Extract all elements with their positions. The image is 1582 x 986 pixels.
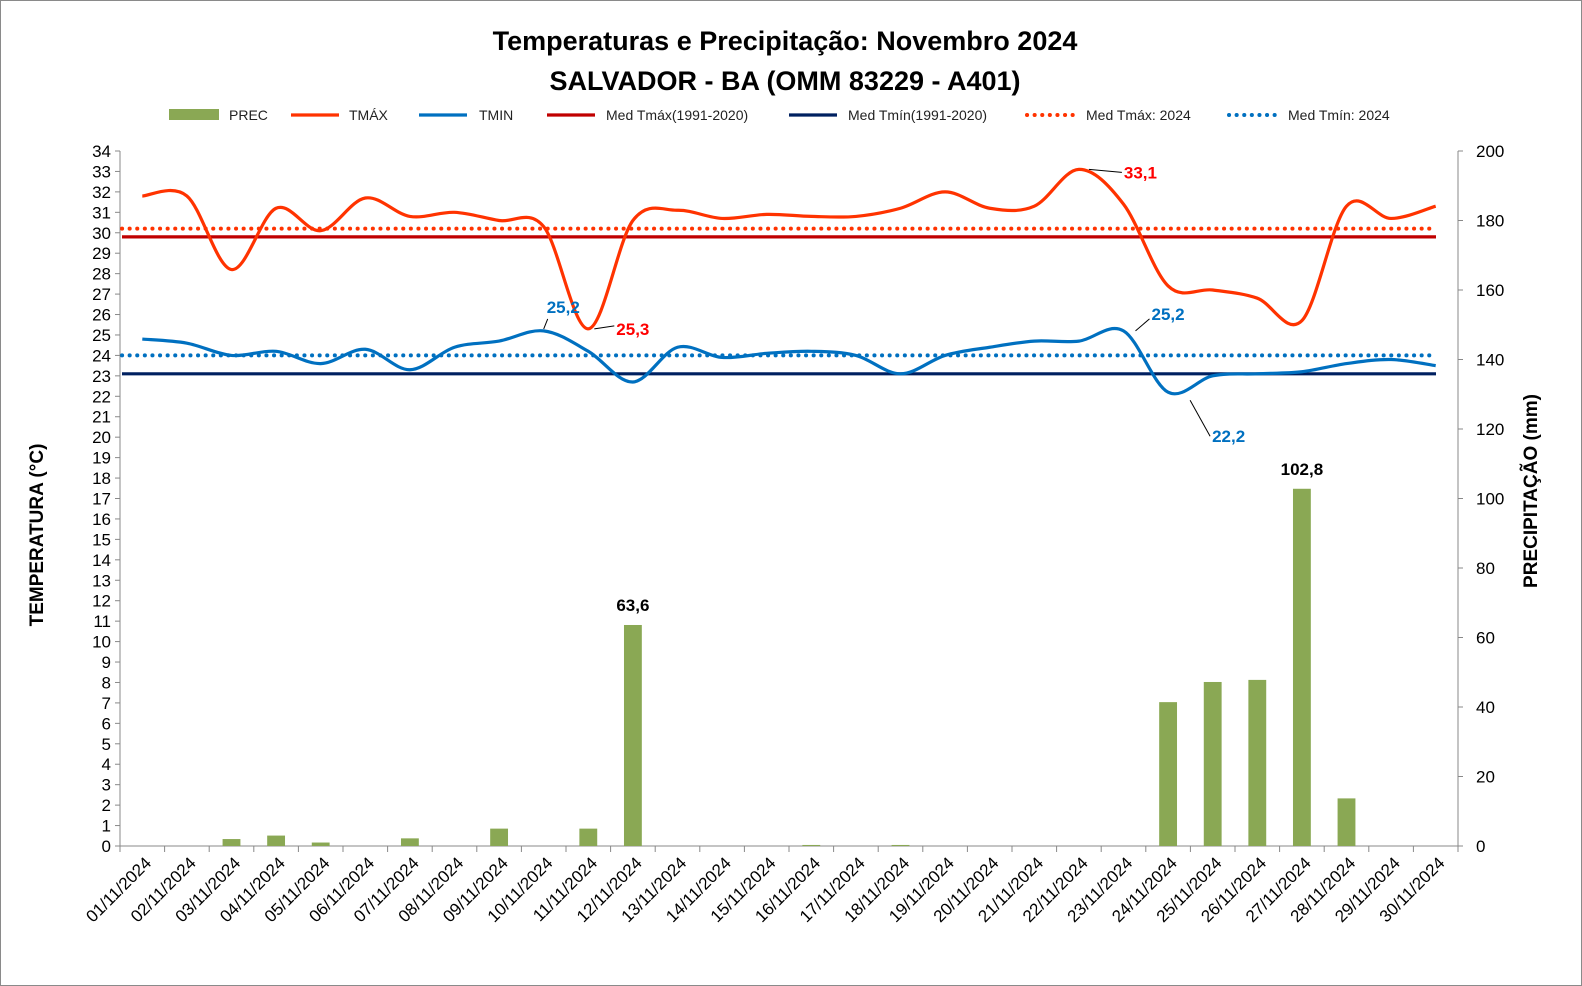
y-left-tick-label: 34 [92,142,111,161]
y-left-tick-label: 19 [92,449,111,468]
y-left-tick-label: 18 [92,469,111,488]
legend-label: Med Tmín: 2024 [1288,107,1390,123]
precip-bar [1337,798,1356,846]
data-label-leader [1189,399,1211,437]
y-left-tick-label: 25 [92,326,111,345]
y-right-tick-label: 140 [1476,351,1504,370]
precip-bar [1159,702,1178,846]
tmax-line [142,167,1437,331]
y-right-tick-label: 180 [1476,212,1504,231]
precip-bar [1203,681,1222,846]
y-left-tick-label: 32 [92,183,111,202]
y-left-tick-label: 28 [92,265,111,284]
precip-bar [1248,679,1267,846]
y-left-tick-label: 16 [92,510,111,529]
precip-bar [623,624,642,846]
y-left-tick-label: 13 [92,571,111,590]
precip-bar [400,838,419,846]
y-right-tick-label: 0 [1476,837,1485,856]
y-left-tick-label: 27 [92,285,111,304]
y-left-tick-label: 3 [102,776,111,795]
y-right-tick-label: 60 [1476,629,1495,648]
precip-bar [1292,488,1311,846]
y-left-tick-label: 21 [92,408,111,427]
legend-label: TMIN [479,107,513,123]
line-data-label: 25,3 [616,320,649,339]
y-left-tick-label: 17 [92,490,111,509]
tmin-line [142,327,1436,396]
precip-bar [267,835,286,846]
y-right-tick-label: 100 [1476,490,1504,509]
y-left-tick-label: 1 [102,817,111,836]
y-right-tick-label: 200 [1476,142,1504,161]
y-right-tick-label: 20 [1476,768,1495,787]
y-left-tick-label: 22 [92,387,111,406]
data-label-leader [594,325,615,330]
precip-bar [490,828,509,846]
y-left-tick-label: 4 [102,755,111,774]
y-right-tick-label: 80 [1476,559,1495,578]
y-left-tick-label: 11 [93,612,111,631]
legend-label: Med Tmáx(1991-2020) [606,107,748,123]
line-data-label: 33,1 [1124,163,1157,182]
line-data-label: 25,2 [547,298,580,317]
data-label-leader [543,318,549,330]
legend-label: PREC [229,107,268,123]
chart-subtitle: SALVADOR - BA (OMM 83229 - A401) [549,66,1020,96]
legend: PREC TMÁX TMIN Med Tmáx(1991-2020) Med Tmín(… [169,107,1390,123]
y-left-tick-label: 29 [92,244,111,263]
y-left-tick-label: 26 [92,306,111,325]
precip-bars [222,488,1356,846]
precip-bar [311,842,330,846]
precip-bar [802,844,821,846]
y-left-tick-label: 9 [102,653,111,672]
y-right-tick-label: 120 [1476,420,1504,439]
y-left-tick-label: 33 [92,162,111,181]
line-data-label: 25,2 [1152,305,1185,324]
y-right-tick-label: 160 [1476,281,1504,300]
y-left-tick-label: 5 [102,735,111,754]
y-left-tick-label: 14 [92,551,111,570]
y-left-tick-label: 2 [102,796,111,815]
y-left-tick-label: 23 [92,367,111,386]
chart-title: Temperaturas e Precipitação: Novembro 20… [493,26,1078,56]
legend-swatch-bar [169,109,219,120]
legend-label: Med Tmáx: 2024 [1086,107,1191,123]
bar-data-label: 102,8 [1281,460,1324,479]
y-left-tick-label: 8 [102,673,111,692]
y-axis-left-title: TEMPERATURA (°C) [27,444,48,627]
legend-label: Med Tmín(1991-2020) [848,107,987,123]
y-left-tick-label: 0 [102,837,111,856]
y-left-tick-label: 6 [102,714,111,733]
data-label-leader [1135,318,1150,332]
data-labels: 63,6 102,8 25,2 25,3 33,1 25,2 22,2 [543,163,1324,615]
data-label-leader [1088,168,1122,173]
y-left-tick-label: 15 [92,530,111,549]
line-data-label: 22,2 [1212,427,1245,446]
y-right-tick-label: 40 [1476,698,1495,717]
axes: 0123456789101112131415161718192021222324… [82,142,1504,926]
y-left-tick-label: 31 [92,203,111,222]
y-left-tick-label: 24 [92,346,111,365]
bar-data-label: 63,6 [616,596,649,615]
legend-label: TMÁX [349,107,389,123]
temperature-lines [142,167,1437,396]
precip-bar [891,844,910,846]
y-left-tick-label: 20 [92,428,111,447]
y-axis-right-title: PRECIPITAÇÃO (mm) [1520,394,1542,588]
precip-bar [579,828,598,846]
y-left-tick-label: 12 [92,592,111,611]
precip-bar [222,839,241,846]
y-left-tick-label: 7 [102,694,111,713]
y-left-tick-label: 10 [92,633,111,652]
y-left-tick-label: 30 [92,224,111,243]
